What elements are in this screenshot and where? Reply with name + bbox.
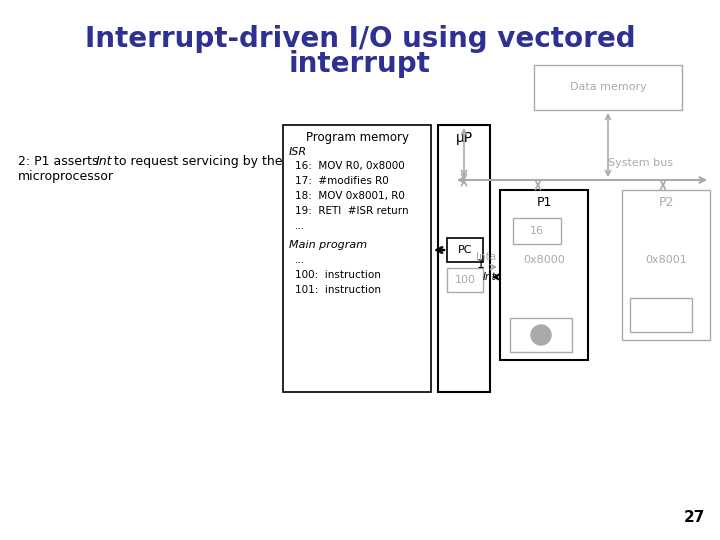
Bar	[283, 125, 431, 392]
Text: interrupt: interrupt	[289, 50, 431, 78]
Bar	[513, 218, 561, 244]
Text: 100:  instruction: 100: instruction	[295, 270, 381, 280]
Text: Int: Int	[482, 272, 496, 282]
Text: to request servicing by the: to request servicing by the	[110, 155, 282, 168]
Text: PC: PC	[458, 245, 472, 255]
Text: ...: ...	[295, 221, 305, 231]
Text: 101:  instruction: 101: instruction	[295, 285, 381, 295]
Text: Inta: Inta	[476, 252, 496, 262]
Text: Int: Int	[96, 155, 112, 168]
Circle shape	[531, 325, 551, 345]
Text: 16: 16	[530, 226, 544, 236]
Bar	[500, 190, 588, 360]
Bar	[622, 190, 710, 340]
Text: 17:  #modifies R0: 17: #modifies R0	[295, 176, 389, 186]
Text: Interrupt-driven I/O using vectored: Interrupt-driven I/O using vectored	[85, 25, 635, 53]
Bar	[447, 238, 483, 262]
Bar	[510, 318, 572, 352]
Text: System bus: System bus	[608, 158, 672, 168]
Text: 0x8001: 0x8001	[645, 255, 687, 265]
Text: 16:  MOV R0, 0x8000: 16: MOV R0, 0x8000	[295, 161, 405, 171]
Text: 18:  MOV 0x8001, R0: 18: MOV 0x8001, R0	[295, 191, 405, 201]
Text: P1: P1	[536, 196, 552, 209]
Text: 1: 1	[477, 259, 485, 272]
Text: μP: μP	[456, 131, 472, 145]
Text: ...: ...	[295, 255, 305, 265]
Text: 100: 100	[454, 275, 475, 285]
Text: 27: 27	[683, 510, 705, 525]
Text: 2: P1 asserts: 2: P1 asserts	[18, 155, 102, 168]
Text: Main program: Main program	[289, 240, 367, 250]
Text: Data memory: Data memory	[570, 83, 647, 92]
Bar	[438, 125, 490, 392]
Bar	[630, 298, 692, 332]
Text: ISR: ISR	[289, 147, 307, 157]
Text: P2: P2	[658, 196, 674, 209]
Bar	[447, 268, 483, 292]
Bar	[534, 65, 682, 110]
Text: microprocessor: microprocessor	[18, 170, 114, 183]
Text: Program memory: Program memory	[305, 131, 408, 144]
Text: 0x8000: 0x8000	[523, 255, 565, 265]
Text: 19:  RETI  #ISR return: 19: RETI #ISR return	[295, 206, 409, 216]
